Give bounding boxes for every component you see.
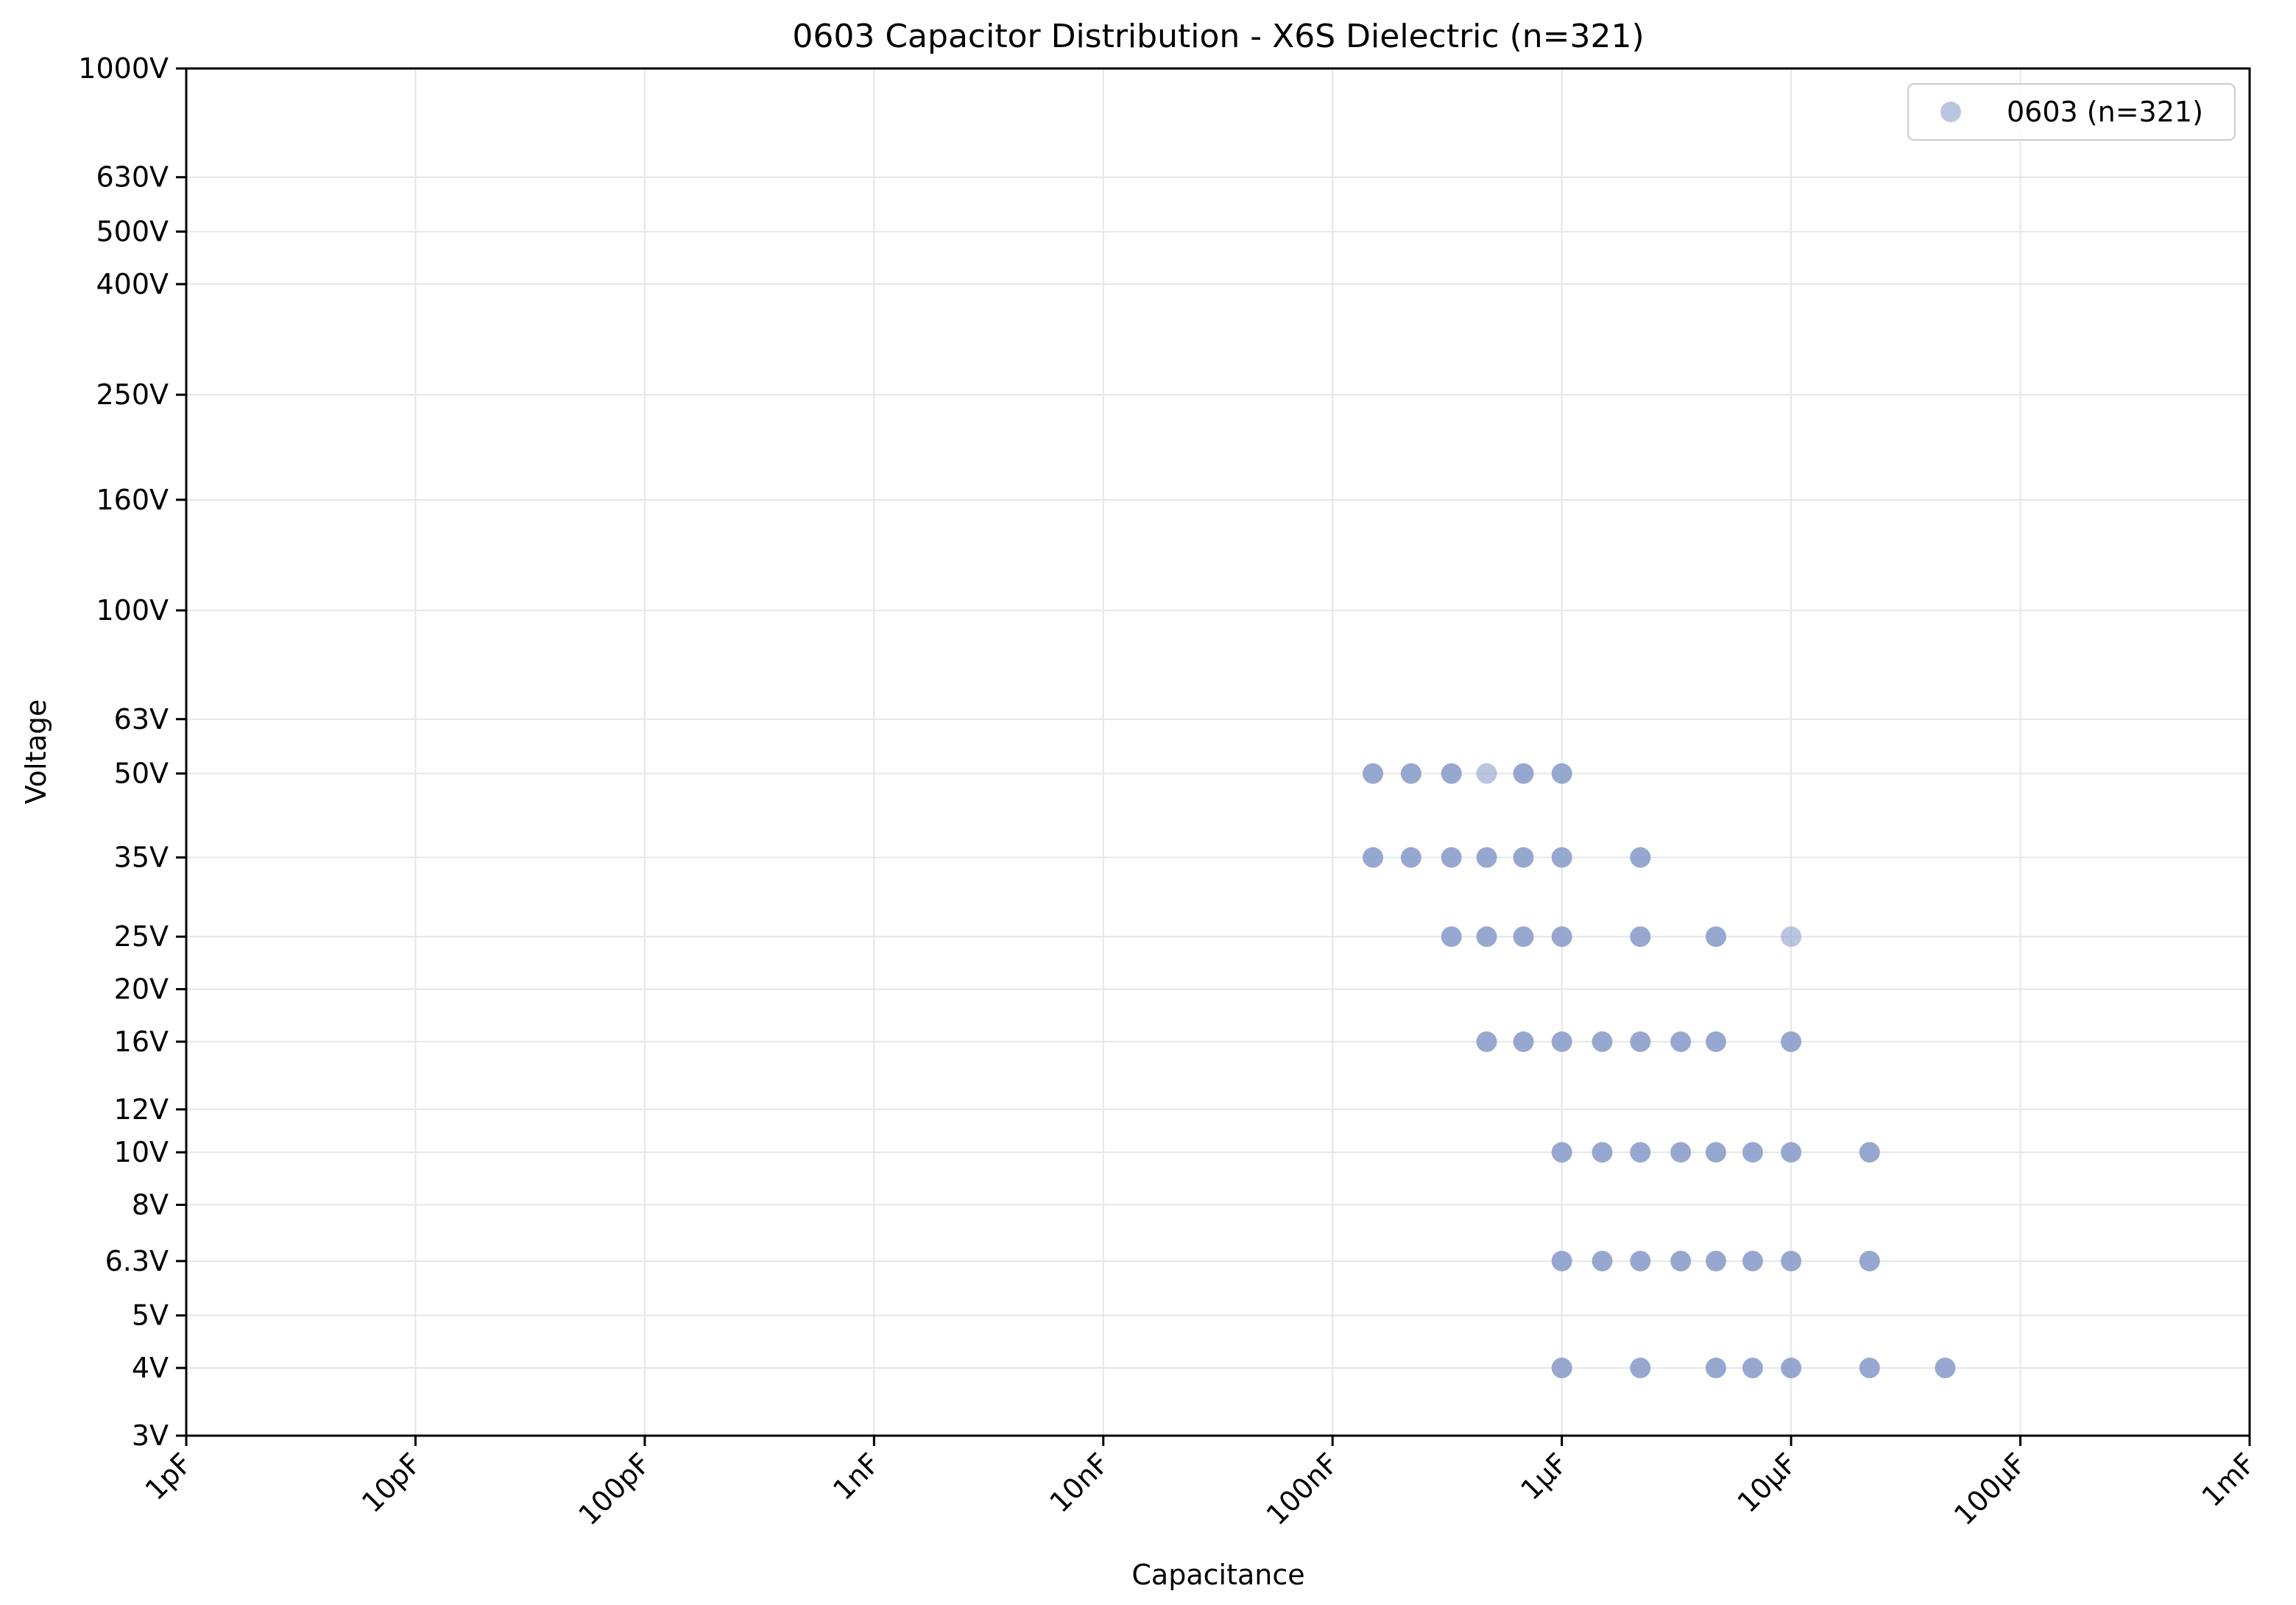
x-tick-label: 100µF: [1948, 1447, 2032, 1531]
data-point: [1935, 1358, 1956, 1379]
x-tick-label: 1mF: [2196, 1447, 2262, 1513]
x-axis-label: Capacitance: [1131, 1559, 1304, 1591]
data-point: [1781, 926, 1802, 948]
y-tick-label: 400V: [96, 268, 169, 300]
data-point: [1670, 1031, 1692, 1052]
data-point: [1742, 1250, 1763, 1271]
x-tick-label: 100nF: [1260, 1447, 1345, 1531]
y-tick-label: 4V: [132, 1352, 169, 1384]
data-point: [1513, 763, 1534, 784]
data-point: [1551, 926, 1572, 948]
data-point: [1859, 1250, 1880, 1271]
data-point: [1670, 1250, 1692, 1271]
data-points: [1363, 763, 1956, 1379]
y-tick-label: 160V: [96, 484, 169, 516]
data-point: [1476, 926, 1497, 948]
data-point: [1859, 1358, 1880, 1379]
x-tick-label: 100pF: [572, 1447, 657, 1531]
legend: 0603 (n=321): [1907, 83, 2236, 141]
y-tick-label: 50V: [114, 758, 169, 790]
x-tick-label: 1pF: [139, 1447, 199, 1506]
data-point: [1705, 926, 1726, 948]
x-tick-label: 1nF: [827, 1447, 886, 1506]
x-axis-ticks: 1pF 10pF 100pF 1nF 10nF 100nF 1µF 10µF 100µF 1mF: [139, 1436, 2262, 1531]
data-point: [1742, 1142, 1763, 1163]
data-point: [1551, 1031, 1572, 1052]
data-point: [1781, 1358, 1802, 1379]
y-tick-label: 100V: [96, 594, 169, 627]
data-point: [1742, 1358, 1763, 1379]
legend-marker: [1940, 102, 1961, 122]
data-point: [1551, 1358, 1572, 1379]
data-point: [1476, 1031, 1497, 1052]
data-point: [1630, 926, 1651, 948]
y-tick-label: 16V: [114, 1026, 169, 1058]
y-tick-label: 6.3V: [105, 1245, 169, 1277]
data-point: [1551, 1250, 1572, 1271]
y-tick-label: 250V: [96, 378, 169, 411]
plot-frame: [185, 67, 2251, 1437]
data-point: [1630, 847, 1651, 868]
grid-lines: [186, 68, 2250, 1436]
x-tick-label: 10µF: [1731, 1447, 1804, 1519]
y-tick-label: 12V: [114, 1093, 169, 1126]
y-tick-label: 25V: [114, 920, 169, 953]
data-point: [1705, 1358, 1726, 1379]
data-point: [1781, 1250, 1802, 1271]
data-point: [1400, 847, 1421, 868]
data-point: [1781, 1142, 1802, 1163]
data-point: [1630, 1250, 1651, 1271]
data-point: [1363, 763, 1384, 784]
data-point: [1400, 763, 1421, 784]
x-tick-label: 10pF: [356, 1447, 428, 1519]
data-point: [1441, 847, 1462, 868]
data-point: [1592, 1250, 1613, 1271]
data-point: [1513, 926, 1534, 948]
data-point: [1592, 1142, 1613, 1163]
y-tick-label: 3V: [132, 1419, 169, 1452]
data-point: [1630, 1031, 1651, 1052]
data-point: [1441, 926, 1462, 948]
y-tick-label: 5V: [132, 1299, 169, 1332]
x-tick-label: 1µF: [1514, 1447, 1574, 1506]
y-axis-label: Voltage: [20, 699, 52, 805]
data-point: [1363, 847, 1384, 868]
y-tick-label: 8V: [132, 1188, 169, 1221]
y-tick-label: 35V: [114, 842, 169, 874]
y-tick-label: 10V: [114, 1136, 169, 1168]
data-point: [1513, 847, 1534, 868]
axes: [185, 67, 2251, 1437]
data-point: [1781, 1031, 1802, 1052]
data-point: [1476, 847, 1497, 868]
y-tick-label: 63V: [114, 703, 169, 736]
y-tick-label: 20V: [114, 973, 169, 1006]
y-tick-label: 500V: [96, 216, 169, 248]
data-point: [1859, 1142, 1880, 1163]
y-tick-label: 1000V: [78, 52, 169, 85]
data-point: [1551, 763, 1572, 784]
data-point: [1592, 1031, 1613, 1052]
legend-label: 0603 (n=321): [2007, 96, 2203, 128]
data-point: [1476, 763, 1497, 784]
data-point: [1630, 1358, 1651, 1379]
y-axis-ticks: 3V 4V 5V 6.3V 8V 10V 12V 16V 20V 25V 35V 50V 63V 100V…: [78, 52, 186, 1452]
legend-box: [1907, 83, 2236, 141]
x-tick-label: 10nF: [1043, 1447, 1115, 1519]
data-point: [1551, 1142, 1572, 1163]
chart-title: 0603 Capacitor Distribution - X6S Dielec…: [792, 18, 1644, 55]
data-point: [1705, 1031, 1726, 1052]
data-point: [1670, 1142, 1692, 1163]
data-point: [1705, 1142, 1726, 1163]
data-point: [1513, 1031, 1534, 1052]
y-tick-label: 630V: [96, 161, 169, 194]
data-point: [1705, 1250, 1726, 1271]
data-point: [1551, 847, 1572, 868]
data-point: [1441, 763, 1462, 784]
data-point: [1630, 1142, 1651, 1163]
